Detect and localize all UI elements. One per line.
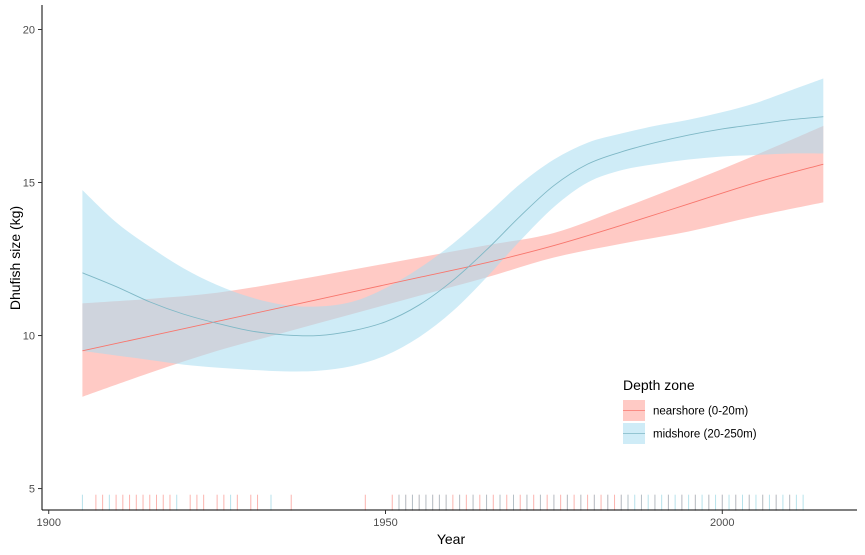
rug	[81, 494, 804, 511]
legend: Depth zone nearshore (0-20m) midshore (2…	[623, 377, 757, 444]
y-axis-title: Dhufish size (kg)	[7, 206, 23, 310]
confidence-band-midshore	[82, 78, 824, 372]
x-tick-label: 1900	[36, 517, 60, 529]
y-tick-label: 10	[23, 331, 35, 343]
x-tick-label: 1950	[373, 517, 397, 529]
legend-label-midshore: midshore (20-250m)	[653, 429, 757, 441]
x-ticks: 1900 1950 2000	[36, 510, 735, 529]
y-tick-label: 20	[23, 24, 35, 36]
legend-title: Depth zone	[623, 377, 695, 393]
x-axis-title: Year	[437, 531, 466, 547]
x-tick-label: 2000	[710, 517, 734, 529]
confidence-bands	[82, 78, 824, 397]
legend-label-nearshore: nearshore (0-20m)	[653, 406, 748, 418]
fit-line-midshore	[82, 116, 824, 337]
y-ticks: 5 10 15 20	[23, 24, 42, 496]
fit-line-nearshore	[82, 163, 824, 352]
y-tick-label: 5	[29, 484, 35, 496]
fit-lines	[82, 116, 824, 352]
axes	[41, 5, 857, 511]
y-tick-label: 15	[23, 178, 35, 190]
